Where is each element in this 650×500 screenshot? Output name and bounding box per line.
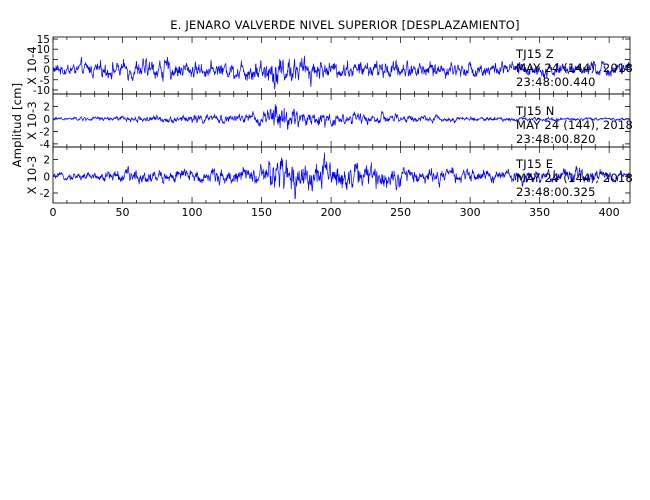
scale-label: X 10-4 bbox=[25, 46, 39, 85]
date-label: MAY 24 (144), 2018 bbox=[516, 61, 633, 75]
channel-label: TJ15 Z bbox=[515, 47, 554, 61]
x-tick-label: 0 bbox=[50, 206, 57, 219]
y-tick-label: 2 bbox=[43, 155, 50, 167]
x-tick-label: 250 bbox=[390, 206, 411, 219]
y-tick-label: 0 bbox=[43, 114, 50, 126]
x-tick-label: 400 bbox=[599, 206, 620, 219]
x-tick-label: 350 bbox=[529, 206, 550, 219]
x-tick-label: 50 bbox=[116, 206, 130, 219]
x-tick-label: 300 bbox=[460, 206, 481, 219]
x-tick-label: 150 bbox=[251, 206, 272, 219]
y-tick-label: 15 bbox=[37, 34, 50, 46]
y-tick-label: -2 bbox=[40, 188, 50, 200]
date-label: MAY 24 (144), 2018 bbox=[516, 118, 633, 132]
y-tick-label: 0 bbox=[43, 171, 50, 183]
chart-title: E. JENARO VALVERDE NIVEL SUPERIOR [DESPL… bbox=[170, 18, 520, 32]
waveform-trace bbox=[52, 152, 631, 200]
waveform-trace bbox=[52, 55, 631, 90]
channel-label: TJ15 N bbox=[515, 104, 555, 118]
date-label: MAY 24 (144), 2018 bbox=[516, 171, 633, 185]
y-tick-label: 2 bbox=[43, 101, 50, 113]
y-tick-label: -2 bbox=[40, 126, 50, 138]
y-tick-label: 0 bbox=[43, 65, 50, 77]
y-tick-label: -5 bbox=[40, 75, 50, 87]
y-tick-label: -10 bbox=[33, 85, 50, 97]
x-tick-label: 100 bbox=[182, 206, 203, 219]
time-label: 23:48:00.820 bbox=[516, 132, 596, 146]
x-axis: 0 50 100 150 200 250 300 350 400 bbox=[50, 206, 620, 219]
y-tick-label: 10 bbox=[37, 44, 50, 56]
y-tick-label: 5 bbox=[43, 54, 50, 66]
time-label: 23:48:00.440 bbox=[516, 75, 596, 89]
scale-label: X 10-3 bbox=[25, 156, 39, 195]
waveform-trace bbox=[52, 104, 631, 130]
panel-frame bbox=[52, 146, 631, 204]
channel-label: TJ15 E bbox=[515, 157, 553, 171]
time-label: 23:48:00.325 bbox=[516, 185, 596, 199]
x-tick-label: 200 bbox=[321, 206, 342, 219]
y-tick-label: -4 bbox=[40, 139, 51, 151]
scale-label: X 10-3 bbox=[25, 101, 39, 140]
y-axis-label: Amplitud [cm] bbox=[10, 83, 24, 168]
